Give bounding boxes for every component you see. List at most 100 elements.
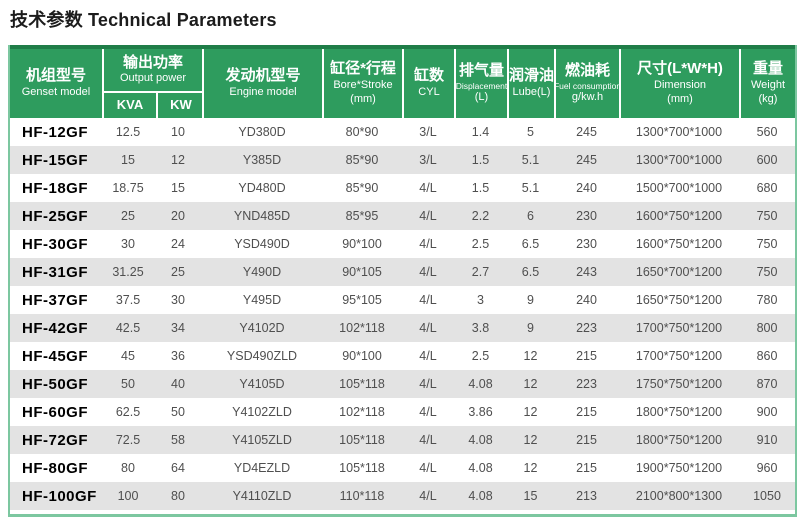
cell-cyl: 4/L <box>419 265 437 279</box>
cell-dimension: 1800*750*1200 <box>635 405 723 419</box>
cell-engine-model: Y385D <box>242 153 282 167</box>
cell-lube: 12 <box>523 405 538 419</box>
cell-lube: 15 <box>523 489 538 503</box>
cell-weight: 960 <box>756 461 778 475</box>
header-genset-model-zh: 机组型号 <box>25 67 86 85</box>
cell-kw: 25 <box>171 265 185 279</box>
header-kva: KVA <box>116 97 144 113</box>
cell-displacement: 3 <box>477 293 484 307</box>
table-row: HF-25GF 25 20 YND485D 85*95 4/L 2.2 6 230 1600*75… <box>10 202 795 230</box>
cell-bore-stroke: 95*105 <box>342 293 382 307</box>
cell-kw: 12 <box>171 153 185 167</box>
header-output-power: 输出功率 Output power KVA KW <box>102 49 202 118</box>
cell-cyl: 3/L <box>419 153 437 167</box>
cell-fuel-consumption: 215 <box>576 405 597 419</box>
table-row: HF-60GF 62.5 50 Y4102ZLD 102*118 4/L 3.86 12 215… <box>10 398 795 426</box>
cell-kva: 30 <box>121 237 135 251</box>
cell-displacement: 4.08 <box>468 377 493 391</box>
cell-dimension: 2100*800*1300 <box>635 489 723 503</box>
cell-kva: 80 <box>121 461 135 475</box>
cell-displacement: 4.08 <box>468 489 493 503</box>
cell-fuel-consumption: 223 <box>576 321 597 335</box>
cell-cyl: 4/L <box>419 489 437 503</box>
cell-displacement: 2.2 <box>471 209 490 223</box>
cell-dimension: 1650*700*1200 <box>635 265 723 279</box>
cell-cyl: 4/L <box>419 321 437 335</box>
cell-dimension: 1650*750*1200 <box>635 293 723 307</box>
cell-cyl: 3/L <box>419 125 437 139</box>
cell-kw: 34 <box>171 321 185 335</box>
cell-dimension: 1600*750*1200 <box>635 237 723 251</box>
cell-weight: 860 <box>756 349 778 363</box>
cell-engine-model: Y4105ZLD <box>232 433 292 447</box>
cell-bore-stroke: 102*118 <box>339 321 385 335</box>
header-lube-zh: 润滑油 <box>509 67 555 85</box>
cell-fuel-consumption: 240 <box>576 293 597 307</box>
header-dimension: 尺寸(L*W*H) Dimension (mm) <box>619 49 739 118</box>
cell-engine-model: Y4102ZLD <box>232 405 292 419</box>
cell-kva: 31.25 <box>112 265 144 279</box>
cell-dimension: 1300*700*1000 <box>635 153 723 167</box>
header-fuel-consumption: 燃油耗 Fuel consumption g/kw.h <box>554 49 621 118</box>
table-body: HF-12GF 12.5 10 YD380D 80*90 3/L 1.4 5 245 1300*7… <box>10 118 795 510</box>
cell-engine-model: YD4EZLD <box>233 461 291 475</box>
cell-cyl: 4/L <box>419 209 437 223</box>
cell-cyl: 4/L <box>419 237 437 251</box>
header-displacement-en: Displacement <box>455 80 508 91</box>
cell-engine-model: Y4105D <box>239 377 285 391</box>
cell-genset-model: HF-31GF <box>22 263 89 281</box>
cell-kva: 25 <box>121 209 135 223</box>
table-row: HF-37GF 37.5 30 Y495D 95*105 4/L 3 9 240 1650*750… <box>10 286 795 314</box>
cell-kw: 50 <box>171 405 185 419</box>
cell-dimension: 1800*750*1200 <box>635 433 723 447</box>
cell-genset-model: HF-42GF <box>22 319 89 337</box>
cell-lube: 12 <box>523 461 538 475</box>
cell-fuel-consumption: 230 <box>576 237 597 251</box>
cell-weight: 870 <box>756 377 778 391</box>
cell-displacement: 3.86 <box>468 405 493 419</box>
cell-genset-model: HF-18GF <box>22 179 89 197</box>
cell-fuel-consumption: 230 <box>576 209 597 223</box>
cell-cyl: 4/L <box>419 461 437 475</box>
table-row: HF-50GF 50 40 Y4105D 105*118 4/L 4.08 12 223 1750… <box>10 370 795 398</box>
cell-weight: 1050 <box>753 489 781 503</box>
cell-genset-model: HF-25GF <box>22 207 89 225</box>
cell-engine-model: Y490D <box>242 265 282 279</box>
cell-cyl: 4/L <box>419 293 437 307</box>
header-weight: 重量 Weight (kg) <box>739 49 795 118</box>
header-kw: KW <box>156 93 204 118</box>
header-lube: 润滑油 Lube(L) <box>507 49 554 118</box>
table-row: HF-31GF 31.25 25 Y490D 90*105 4/L 2.7 6.5 243 165… <box>10 258 795 286</box>
cell-genset-model: HF-37GF <box>22 291 89 309</box>
cell-bore-stroke: 90*100 <box>342 349 382 363</box>
header-engine-model-zh: 发动机型号 <box>225 67 301 85</box>
cell-fuel-consumption: 215 <box>576 349 597 363</box>
header-weight-zh: 重量 <box>752 60 783 78</box>
cell-genset-model: HF-45GF <box>22 347 89 365</box>
cell-engine-model: Y4102D <box>239 321 285 335</box>
table-row: HF-15GF 15 12 Y385D 85*90 3/L 1.5 5.1 245 1300*70… <box>10 146 795 174</box>
cell-fuel-consumption: 243 <box>576 265 597 279</box>
cell-lube: 6.5 <box>521 265 540 279</box>
cell-cyl: 4/L <box>419 349 437 363</box>
cell-kva: 15 <box>121 153 135 167</box>
cell-fuel-consumption: 215 <box>576 433 597 447</box>
cell-fuel-consumption: 213 <box>576 489 597 503</box>
cell-displacement: 4.08 <box>468 461 493 475</box>
header-bore-stroke-unit: (mm) <box>350 92 376 105</box>
cell-lube: 12 <box>523 433 538 447</box>
cell-displacement: 3.8 <box>471 321 490 335</box>
table-row: HF-100GF 100 80 Y4110ZLD 110*118 4/L 4.08 15 213… <box>10 482 795 510</box>
cell-displacement: 2.5 <box>471 349 490 363</box>
cell-kw: 20 <box>171 209 185 223</box>
page-title: 技术参数 Technical Parameters <box>10 10 277 30</box>
cell-displacement: 2.7 <box>471 265 490 279</box>
cell-weight: 750 <box>756 265 778 279</box>
cell-weight: 910 <box>756 433 778 447</box>
cell-kva: 18.75 <box>112 181 144 195</box>
cell-kw: 36 <box>171 349 185 363</box>
header-dimension-zh: 尺寸(L*W*H) <box>637 60 723 78</box>
cell-cyl: 4/L <box>419 181 437 195</box>
header-genset-model-en: Genset model <box>21 86 91 98</box>
cell-engine-model: Y495D <box>242 293 282 307</box>
